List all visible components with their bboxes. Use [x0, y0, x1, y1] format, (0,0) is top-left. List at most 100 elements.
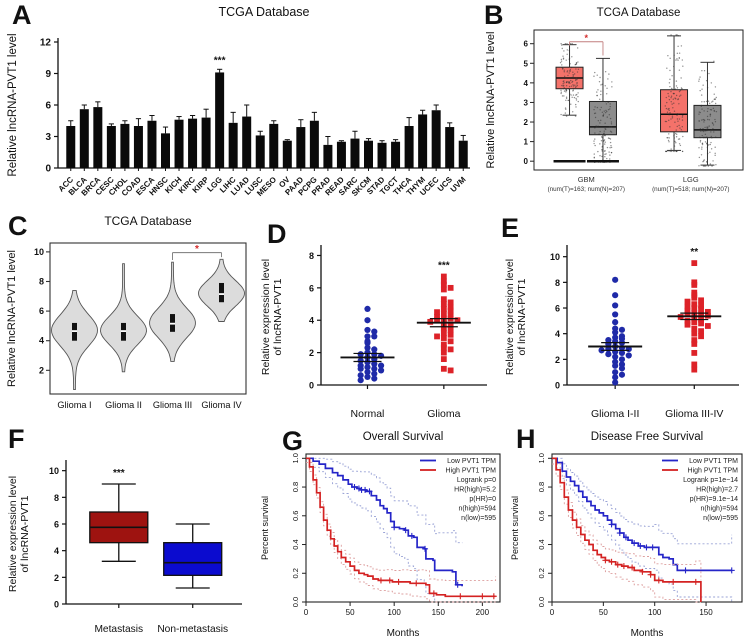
- jitter-point: [703, 137, 705, 139]
- jitter-point: [606, 87, 608, 89]
- data-point-square: [684, 311, 691, 318]
- group-label: GBM: [578, 175, 595, 184]
- jitter-point: [681, 88, 683, 90]
- bar: [269, 123, 279, 168]
- jitter-point: [610, 146, 613, 149]
- jitter-point: [574, 64, 576, 66]
- significance-marker: ***: [214, 55, 226, 66]
- jitter-point: [681, 59, 684, 61]
- y-tick-label: 0.2: [291, 568, 300, 578]
- jitter-point: [562, 85, 564, 87]
- plot-frame: [305, 453, 501, 603]
- jitter-point: [701, 88, 703, 90]
- jitter-point: [669, 57, 671, 60]
- jitter-point: [571, 56, 573, 58]
- x-tick-label: 50: [346, 608, 355, 617]
- jitter-point: [707, 126, 709, 128]
- y-tick-label: 3: [45, 132, 51, 143]
- y-axis-label: Relative expression level: [7, 476, 19, 592]
- data-point-square: [704, 308, 711, 315]
- jitter-point: [563, 50, 565, 52]
- jitter-point: [707, 108, 709, 110]
- jitter-point: [675, 34, 677, 36]
- jitter-point: [604, 134, 606, 137]
- jitter-point: [706, 146, 709, 149]
- jitter-point: [599, 155, 601, 157]
- data-point-square: [704, 323, 711, 329]
- x-tick-label: 200: [476, 608, 490, 617]
- jitter-point: [665, 120, 668, 123]
- y-tick-label: 8: [309, 251, 314, 261]
- jitter-point: [714, 154, 716, 157]
- jitter-point: [564, 43, 567, 45]
- x-tick-label: Glioma III: [153, 400, 192, 410]
- jitter-point: [708, 72, 710, 75]
- y-axis-label: of lncRNA-PVT1: [516, 278, 528, 355]
- jitter-point: [571, 96, 573, 98]
- jitter-point: [706, 161, 708, 163]
- jitter-point: [568, 49, 570, 52]
- legend-stat: n(high)=594: [458, 506, 496, 513]
- jitter-point: [675, 129, 677, 131]
- box: [588, 100, 617, 136]
- jitter-point: [703, 121, 705, 123]
- x-tick-label: 150: [699, 608, 713, 617]
- jitter-point: [565, 97, 568, 100]
- y-tick-label: 4: [54, 546, 59, 556]
- jitter-point: [705, 79, 708, 82]
- jitter-point: [601, 111, 604, 113]
- panel-label-h: H: [516, 424, 536, 454]
- jitter-point: [678, 57, 680, 59]
- jitter-point: [597, 89, 599, 91]
- data-point-square: [691, 366, 698, 373]
- data-point-square: [698, 297, 704, 304]
- y-tick-label: 2: [309, 348, 314, 358]
- data-point-circle: [612, 311, 619, 318]
- jitter-point: [599, 130, 601, 133]
- jitter-point: [668, 114, 670, 116]
- data-point-circle: [364, 349, 371, 356]
- y-tick-label: 8: [555, 278, 560, 288]
- jitter-point: [596, 91, 598, 93]
- jitter-point: [699, 89, 701, 92]
- jitter-point: [606, 146, 609, 149]
- jitter-point: [568, 72, 570, 74]
- jitter-point: [702, 84, 704, 86]
- group-sublabel: (num(T)=163; num(N)=207): [548, 186, 625, 193]
- jitter-point: [702, 160, 704, 163]
- data-point-circle: [364, 305, 371, 313]
- jitter-point: [666, 67, 668, 69]
- jitter-point: [577, 100, 579, 103]
- jitter-point: [676, 34, 678, 36]
- data-point-square: [698, 306, 704, 313]
- jitter-point: [562, 83, 564, 85]
- jitter-point: [669, 150, 671, 153]
- jitter-point: [715, 164, 717, 166]
- y-axis-label: Relative lncRNA-PVT1 level: [6, 250, 18, 387]
- jitter-point: [598, 80, 601, 83]
- group-label: LGG: [683, 175, 699, 184]
- data-point-circle: [364, 368, 371, 376]
- jitter-point: [610, 152, 613, 154]
- jitter-point: [668, 141, 670, 143]
- data-point-circle: [357, 372, 364, 379]
- bar: [445, 127, 455, 168]
- jitter-point: [681, 119, 684, 121]
- jitter-point: [699, 139, 702, 142]
- bar: [458, 140, 468, 168]
- jitter-point: [567, 81, 569, 83]
- bar: [282, 140, 292, 168]
- jitter-point: [671, 103, 673, 105]
- jitter-point: [676, 114, 678, 117]
- jitter-point: [701, 108, 703, 110]
- jitter-point: [561, 47, 563, 50]
- bar: [120, 123, 130, 168]
- data-point-square: [440, 310, 447, 317]
- jitter-point: [680, 94, 682, 96]
- data-point-circle: [371, 360, 378, 368]
- jitter-point: [608, 151, 610, 153]
- data-point-square: [691, 341, 698, 347]
- jitter-point: [675, 80, 678, 82]
- data-point-square: [684, 298, 691, 305]
- jitter-point: [678, 69, 681, 71]
